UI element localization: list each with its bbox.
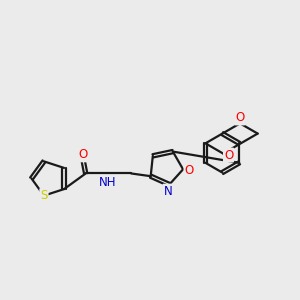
Text: O: O (78, 148, 87, 161)
Text: NH: NH (98, 176, 116, 189)
Text: N: N (164, 184, 172, 198)
Text: O: O (236, 112, 244, 124)
Text: O: O (224, 148, 233, 161)
Text: S: S (40, 189, 48, 202)
Text: O: O (184, 164, 194, 177)
